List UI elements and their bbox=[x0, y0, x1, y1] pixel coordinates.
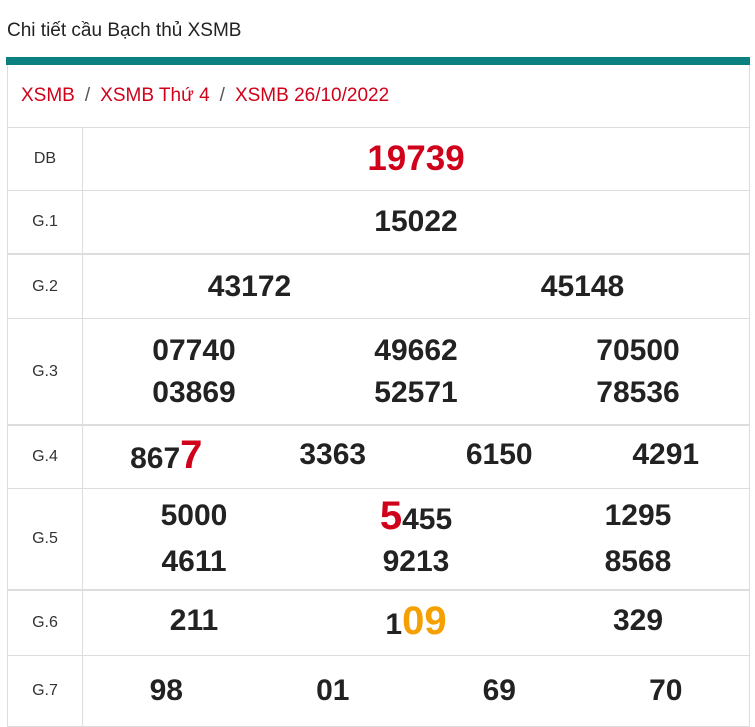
number-digits: 1295 bbox=[604, 499, 672, 532]
number-digits: 211 bbox=[169, 604, 219, 637]
prize-row-db: DB 19739 bbox=[8, 128, 749, 191]
prize-row-g2: G.2 43172 45148 bbox=[8, 255, 749, 319]
prize-number: 5455 bbox=[305, 496, 527, 538]
breadcrumb-xsmb[interactable]: XSMB bbox=[21, 85, 75, 106]
prize-row-g3: G.3 07740 49662 70500 03869 52571 78536 bbox=[8, 319, 749, 426]
number-digits: 6150 bbox=[465, 438, 533, 471]
prize-numbers: 98 01 69 70 bbox=[83, 656, 749, 726]
number-digits: 4611 bbox=[161, 545, 227, 578]
prize-numbers: 19739 bbox=[83, 128, 749, 190]
breadcrumb: XSMB / XSMB Thứ 4 / XSMB 26/10/2022 bbox=[8, 65, 749, 128]
breadcrumb-date[interactable]: XSMB 26/10/2022 bbox=[234, 85, 390, 106]
prize-numbers: 15022 bbox=[83, 191, 749, 253]
number-digits: 49662 bbox=[374, 333, 458, 367]
prize-label: G.6 bbox=[8, 591, 83, 655]
accent-bar bbox=[6, 57, 750, 65]
prize-number: 4611 bbox=[83, 544, 305, 580]
prize-number: 49662 bbox=[305, 333, 527, 369]
prize-number: 70 bbox=[583, 673, 750, 709]
number-digits: 455 bbox=[402, 503, 453, 536]
prize-number: 52571 bbox=[305, 375, 527, 411]
prize-number: 1295 bbox=[527, 498, 749, 538]
breadcrumb-xsmb-thu-4[interactable]: XSMB Thứ 4 bbox=[100, 85, 210, 106]
prize-row-g6: G.6 211 109 329 bbox=[8, 591, 749, 656]
number-digits: 1 bbox=[385, 608, 403, 641]
number-digits: 52571 bbox=[374, 375, 458, 409]
prize-row-g7: G.7 98 01 69 70 bbox=[8, 656, 749, 727]
number-digits: 867 bbox=[130, 442, 181, 475]
number-digits: 01 bbox=[316, 674, 350, 707]
prize-number: 69 bbox=[416, 673, 583, 709]
prize-numbers: 07740 49662 70500 03869 52571 78536 bbox=[83, 319, 749, 424]
prize-row-g4: G.4 8677 3363 6150 4291 bbox=[8, 426, 749, 489]
prize-number: 98 bbox=[83, 673, 250, 709]
prize-number: 19739 bbox=[83, 141, 749, 177]
number-digits: 8568 bbox=[604, 545, 672, 578]
number-digits: 98 bbox=[149, 674, 183, 707]
number-digits: 4291 bbox=[632, 438, 700, 471]
prize-row-g5: G.5 5000 5455 1295 4611 9213 8568 bbox=[8, 489, 749, 591]
prize-row-g1: G.1 15022 bbox=[8, 191, 749, 255]
prize-number: 43172 bbox=[83, 269, 416, 305]
prize-number: 5000 bbox=[83, 498, 305, 538]
prize-number: 07740 bbox=[83, 333, 305, 369]
page-title: Chi tiết cầu Bạch thủ XSMB bbox=[7, 20, 242, 41]
prize-number: 8677 bbox=[83, 435, 250, 477]
number-digits: 19739 bbox=[367, 139, 465, 178]
number-digits: 45148 bbox=[540, 269, 625, 303]
prize-number: 109 bbox=[305, 601, 527, 643]
prize-number: 211 bbox=[83, 603, 305, 643]
highlighted-digits: 09 bbox=[402, 599, 447, 643]
prize-label: G.2 bbox=[8, 255, 83, 318]
prize-number: 45148 bbox=[416, 269, 749, 305]
number-digits: 07740 bbox=[152, 333, 236, 367]
prize-number: 15022 bbox=[83, 204, 749, 240]
prize-label: G.1 bbox=[8, 191, 83, 253]
prize-label: DB bbox=[8, 128, 83, 190]
prize-number: 8568 bbox=[527, 544, 749, 580]
number-digits: 15022 bbox=[374, 205, 458, 238]
prize-numbers: 8677 3363 6150 4291 bbox=[83, 426, 749, 488]
breadcrumb-separator: / bbox=[84, 85, 91, 106]
number-digits: 43172 bbox=[207, 269, 292, 303]
number-digits: 329 bbox=[612, 604, 664, 637]
prize-number: 70500 bbox=[527, 333, 749, 369]
number-digits: 03869 bbox=[152, 375, 236, 409]
prize-number: 4291 bbox=[583, 437, 750, 477]
number-digits: 70 bbox=[649, 674, 683, 707]
number-digits: 70500 bbox=[596, 333, 680, 367]
number-digits: 5000 bbox=[160, 499, 228, 532]
prize-label: G.5 bbox=[8, 489, 83, 589]
prize-number: 78536 bbox=[527, 375, 749, 411]
prize-number: 3363 bbox=[250, 437, 417, 477]
prize-number: 329 bbox=[527, 603, 749, 643]
prize-number: 6150 bbox=[416, 437, 583, 477]
prize-numbers: 43172 45148 bbox=[83, 255, 749, 318]
prize-number: 01 bbox=[250, 673, 417, 709]
prize-number: 9213 bbox=[305, 544, 527, 580]
prize-number: 03869 bbox=[83, 375, 305, 411]
prize-numbers: 5000 5455 1295 4611 9213 8568 bbox=[83, 489, 749, 589]
number-digits: 9213 bbox=[382, 545, 450, 578]
prize-label: G.7 bbox=[8, 656, 83, 726]
breadcrumb-separator: / bbox=[219, 85, 225, 106]
prize-numbers: 211 109 329 bbox=[83, 591, 749, 655]
highlighted-digits: 7 bbox=[180, 433, 203, 477]
prize-label: G.4 bbox=[8, 426, 83, 488]
results-table: XSMB / XSMB Thứ 4 / XSMB 26/10/2022 DB 19… bbox=[7, 65, 750, 727]
highlighted-digits: 5 bbox=[379, 494, 403, 538]
number-digits: 3363 bbox=[299, 438, 367, 471]
prize-label: G.3 bbox=[8, 319, 83, 424]
number-digits: 78536 bbox=[596, 375, 680, 409]
number-digits: 69 bbox=[482, 674, 516, 707]
